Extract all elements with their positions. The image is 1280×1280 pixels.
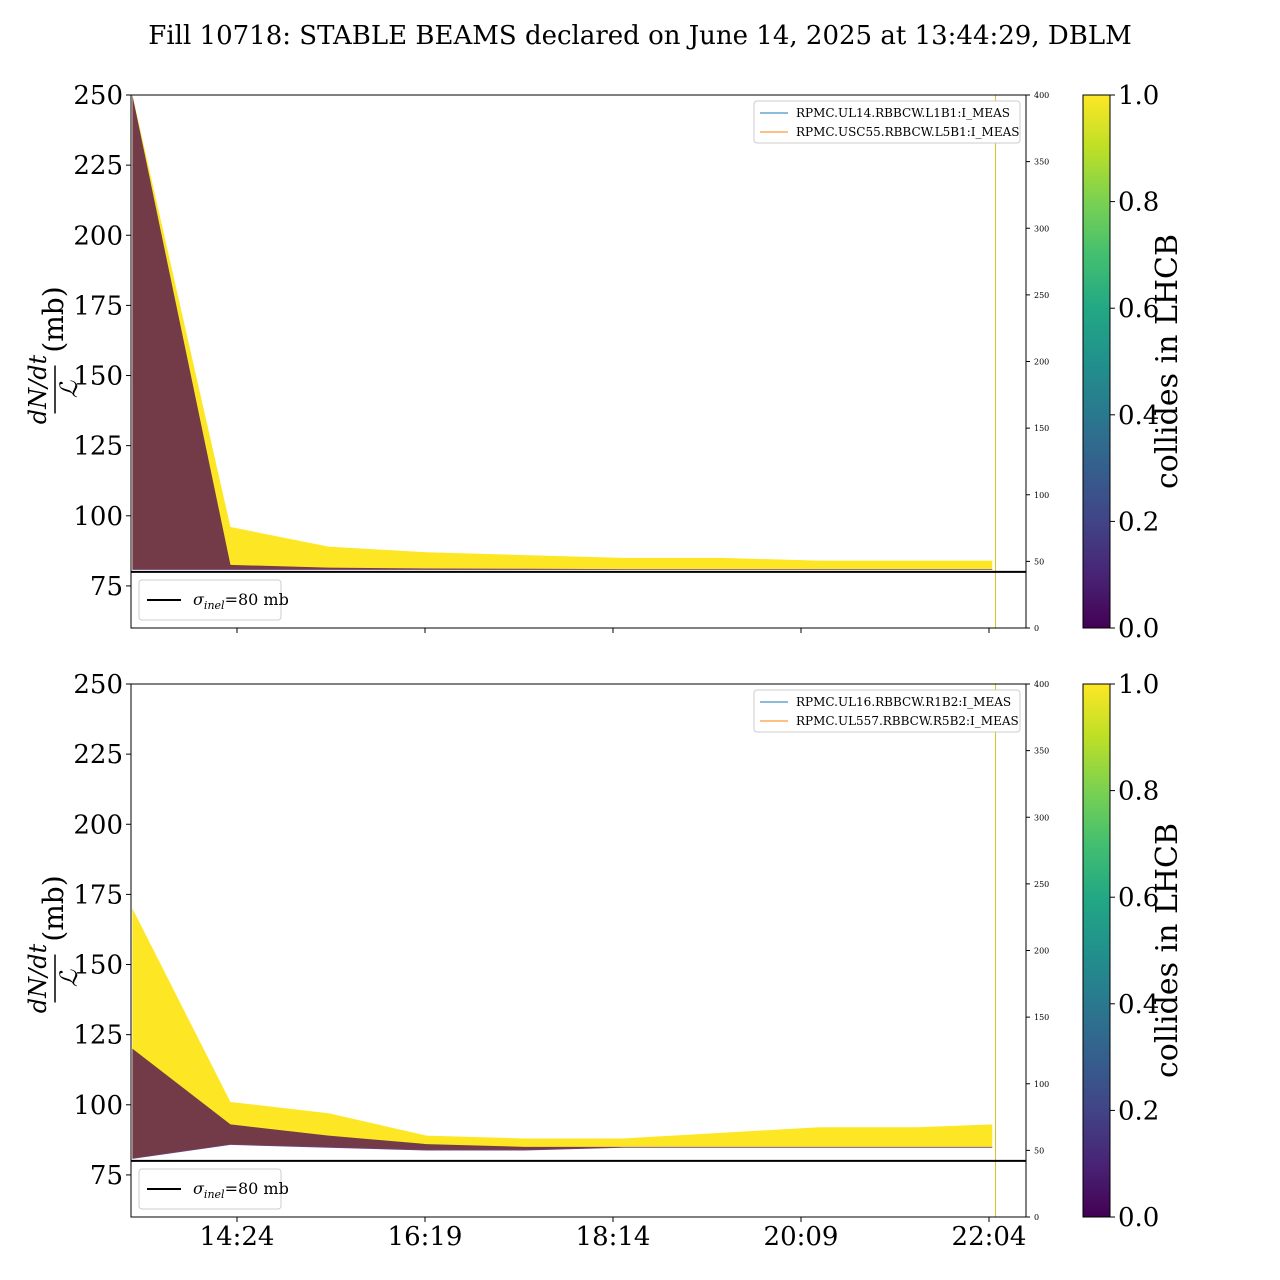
y-tick-label: 100 — [73, 1091, 123, 1121]
y-tick-label: 175 — [73, 291, 123, 321]
colorbar-gradient — [1082, 94, 1111, 629]
colorbar-tick-label: 0.4 — [1118, 401, 1159, 431]
right-y-tick-label: 0 — [1034, 624, 1039, 633]
colliding-band — [132, 908, 993, 1159]
reference-legend-label: σinel=80 mb — [193, 1179, 289, 1201]
right-y-tick-label: 150 — [1034, 424, 1049, 433]
right-y-tick-label: 100 — [1034, 491, 1049, 500]
y-tick-label: 175 — [73, 880, 123, 910]
right-y-tick-label: 400 — [1034, 680, 1049, 689]
y-tick-label: 125 — [73, 432, 123, 462]
sigma-symbol: σ — [193, 1179, 205, 1198]
y-tick-label: 200 — [73, 221, 123, 251]
x-tick-label: 14:24 — [200, 1222, 275, 1252]
y-tick-label: 125 — [73, 1021, 123, 1051]
y-label-unit: (mb) — [37, 286, 70, 352]
colorbar-gradient — [1082, 683, 1111, 1218]
right-y-tick-label: 100 — [1034, 1080, 1049, 1089]
y-tick-label: 75 — [90, 1161, 123, 1191]
right-y-tick-label: 50 — [1034, 557, 1044, 566]
right-y-tick-label: 350 — [1034, 158, 1049, 167]
y-label-numerator: dN/dt — [24, 354, 52, 424]
colorbar-tick-label: 0.2 — [1118, 507, 1159, 537]
legend-box — [753, 100, 1021, 144]
right-y-tick-label: 200 — [1034, 947, 1049, 956]
y-tick-label: 150 — [73, 951, 123, 981]
y-tick-label: 150 — [73, 362, 123, 392]
right-y-tick-label: 250 — [1034, 291, 1049, 300]
reference-legend: σinel=80 mb — [138, 1168, 289, 1210]
y-tick-label: 75 — [90, 572, 123, 602]
bottom-colorbar: 0.0 0.2 0.4 0.6 0.8 1.0 collides in LHCB — [1082, 670, 1185, 1233]
top-colorbar: 0.0 0.2 0.4 0.6 0.8 1.0 collides in LHCB — [1082, 81, 1185, 644]
plot-area — [131, 95, 1026, 628]
y-tick-label: 250 — [73, 81, 123, 111]
x-tick-label: 22:04 — [952, 1222, 1027, 1252]
colorbar-tick-label: 0.0 — [1118, 1203, 1159, 1233]
x-tick-label: 20:09 — [764, 1222, 839, 1252]
right-y-tick-label: 400 — [1034, 91, 1049, 100]
reference-legend: σinel=80 mb — [138, 579, 289, 621]
colorbar-tick-label: 0.2 — [1118, 1096, 1159, 1126]
colorbar-label: collides in LHCB — [1150, 823, 1185, 1078]
colorbar-tick-label: 0.8 — [1118, 777, 1159, 807]
legend-label: RPMC.UL16.RBBCW.R1B2:I_MEAS — [796, 695, 1011, 709]
legend-box — [753, 689, 1021, 733]
colorbar-tick-label: 0.4 — [1118, 990, 1159, 1020]
legend-label: RPMC.USC55.RBBCW.L5B1:I_MEAS — [796, 125, 1019, 139]
legend-label: RPMC.UL557.RBBCW.R5B2:I_MEAS — [796, 714, 1019, 728]
y-label-numerator: dN/dt — [24, 943, 52, 1013]
colorbar-tick-label: 0.6 — [1118, 883, 1159, 913]
y-label-denominator: ℒ — [55, 380, 83, 398]
colliding-band — [132, 95, 993, 570]
x-tick-label: 16:19 — [388, 1222, 463, 1252]
right-y-tick-label: 350 — [1034, 747, 1049, 756]
sigma-value: =80 mb — [225, 590, 289, 609]
plot-area — [131, 684, 1026, 1217]
sigma-subscript: inel — [204, 1188, 225, 1201]
sigma-symbol: σ — [193, 590, 205, 609]
y-tick-label: 100 — [73, 502, 123, 532]
right-y-tick-label: 0 — [1034, 1213, 1039, 1222]
colorbar-tick-label: 0.0 — [1118, 614, 1159, 644]
legend-label: RPMC.UL14.RBBCW.L1B1:I_MEAS — [796, 106, 1010, 120]
x-tick-label: 18:14 — [576, 1222, 651, 1252]
y-axis-label: dN/dt ℒ (mb) — [24, 286, 83, 424]
y-tick-label: 200 — [73, 810, 123, 840]
y-tick-label: 225 — [73, 151, 123, 181]
colorbar-label: collides in LHCB — [1150, 234, 1185, 489]
top-panel: 75 100 125 150 175 200 225 250 0 50 100 150 200 250 30… — [24, 81, 1049, 633]
reference-legend-box — [138, 1168, 282, 1210]
sigma-value: =80 mb — [225, 1179, 289, 1198]
right-y-tick-label: 50 — [1034, 1146, 1044, 1155]
right-y-tick-label: 300 — [1034, 813, 1049, 822]
reference-legend-box — [138, 579, 282, 621]
y-axis-label: dN/dt ℒ (mb) — [24, 875, 83, 1013]
sigma-subscript: inel — [204, 599, 225, 612]
colorbar-tick-label: 1.0 — [1118, 670, 1159, 700]
y-tick-label: 225 — [73, 740, 123, 770]
colorbar-tick-label: 1.0 — [1118, 81, 1159, 111]
right-y-tick-label: 200 — [1034, 358, 1049, 367]
series-legend: RPMC.UL16.RBBCW.R1B2:I_MEAS RPMC.UL557.RB… — [753, 689, 1021, 733]
right-y-tick-label: 250 — [1034, 880, 1049, 889]
colorbar-tick-label: 0.6 — [1118, 294, 1159, 324]
colorbar-tick-label: 0.8 — [1118, 188, 1159, 218]
figure-title: Fill 10718: STABLE BEAMS declared on Jun… — [148, 21, 1131, 51]
non-colliding-band — [132, 95, 993, 570]
bottom-panel: 75 100 125 150 175 200 225 250 0 50 100 150 200 250 30… — [24, 670, 1049, 1252]
y-tick-label: 250 — [73, 670, 123, 700]
series-legend: RPMC.UL14.RBBCW.L1B1:I_MEAS RPMC.USC55.RB… — [753, 100, 1021, 144]
right-y-tick-label: 300 — [1034, 224, 1049, 233]
y-label-denominator: ℒ — [55, 969, 83, 987]
reference-legend-label: σinel=80 mb — [193, 590, 289, 612]
y-label-unit: (mb) — [37, 875, 70, 941]
right-y-tick-label: 150 — [1034, 1013, 1049, 1022]
